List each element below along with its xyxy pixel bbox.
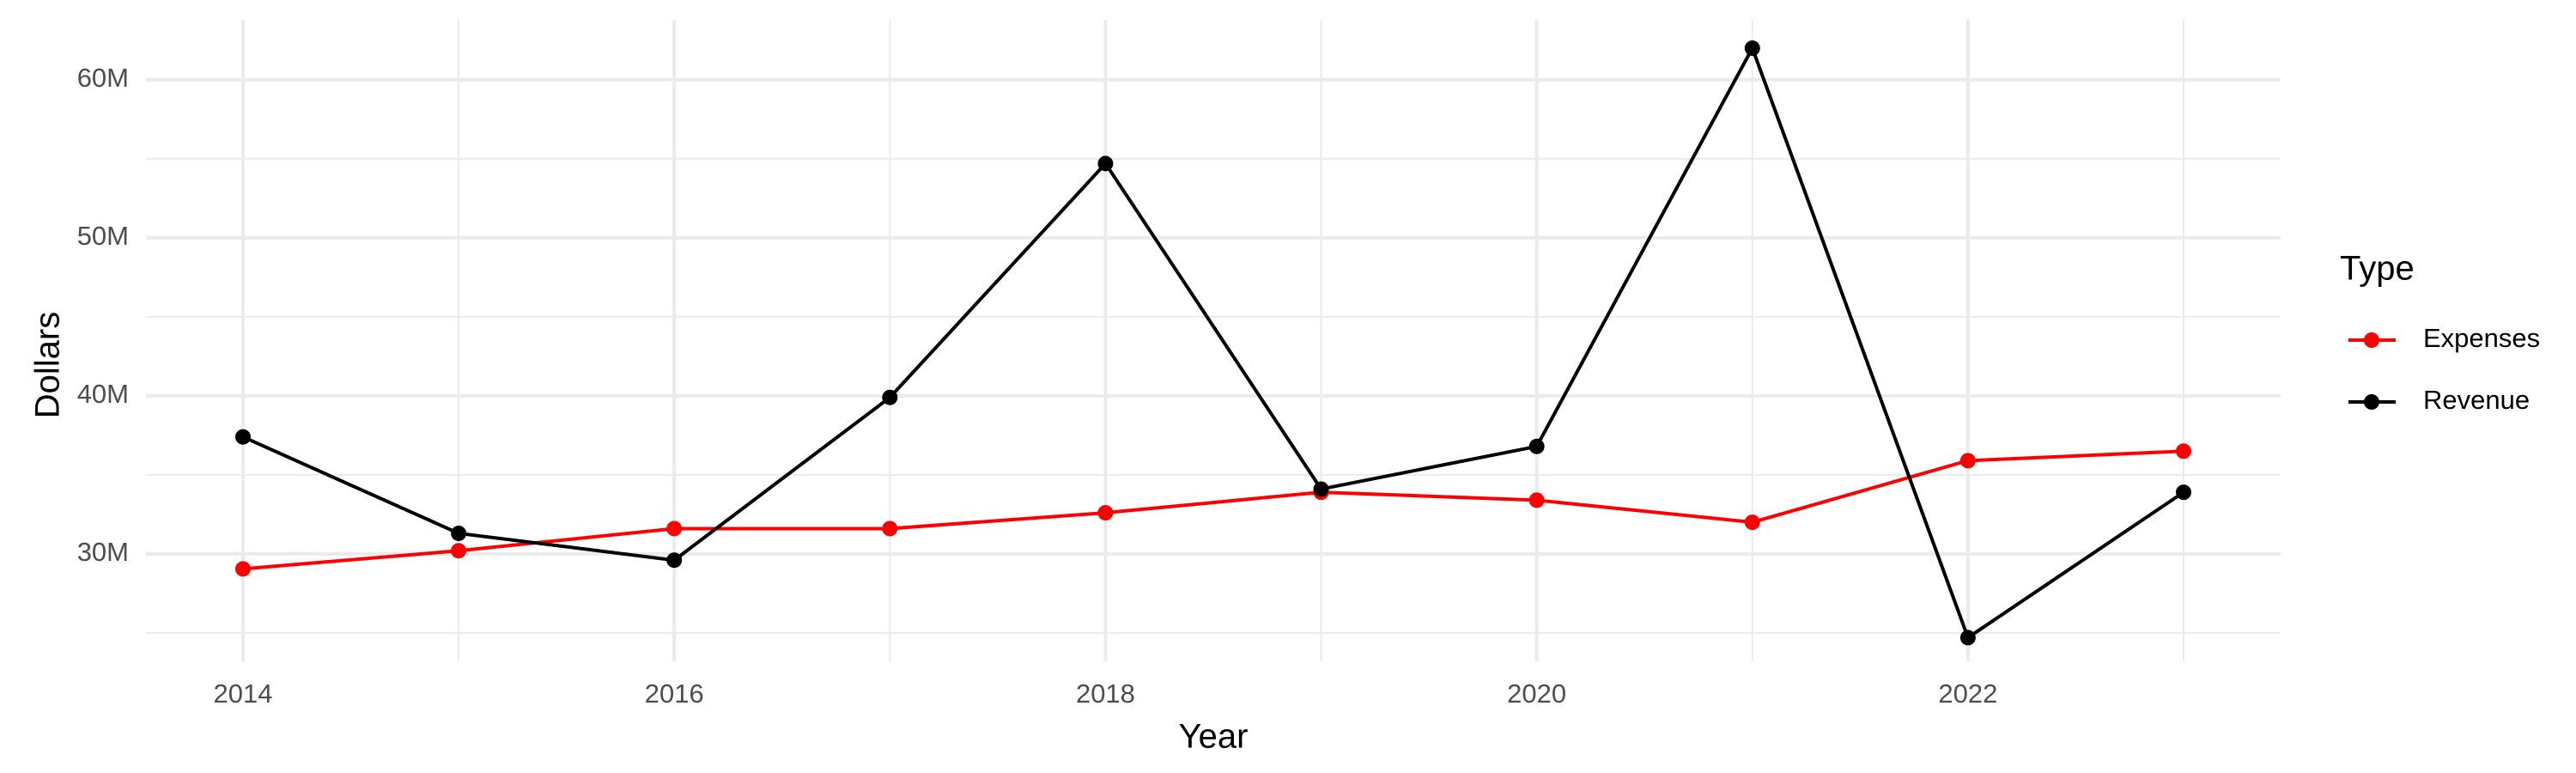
legend-key-point [2364,394,2379,410]
line [242,449,2184,571]
legend-label: Expenses [2423,323,2540,353]
point [451,525,467,541]
point [882,520,898,537]
point [1744,40,1760,57]
x-tick-label: 2014 [214,679,273,709]
x-tick-label: 2016 [645,679,704,709]
point [666,552,683,569]
legend-label: Revenue [2423,385,2530,415]
y-tick-label: 60M [77,63,129,93]
point [1959,630,1976,646]
point [235,429,251,445]
x-tick-label: 2018 [1076,679,1135,709]
point [451,543,467,559]
y-tick-label: 40M [77,379,129,409]
point [882,389,898,405]
point [2176,443,2191,460]
point [666,520,683,537]
legend-key-point [2364,332,2379,348]
line [242,44,2185,641]
point [1744,514,1760,531]
point [1528,438,1545,454]
y-tick-label: 30M [77,537,129,567]
x-axis-title: Year [1179,718,1249,756]
point [1313,481,1329,497]
point [235,561,251,577]
point [1097,155,1114,172]
point [2176,484,2191,501]
x-tick-label: 2020 [1507,679,1566,709]
y-tick-label: 50M [77,221,129,251]
y-axis-title: Dollars [29,312,67,418]
point [1959,453,1976,469]
x-tick-label: 2022 [1938,679,1997,709]
legend-title: Type [2340,250,2415,288]
point [1097,505,1114,521]
point [1528,492,1545,508]
